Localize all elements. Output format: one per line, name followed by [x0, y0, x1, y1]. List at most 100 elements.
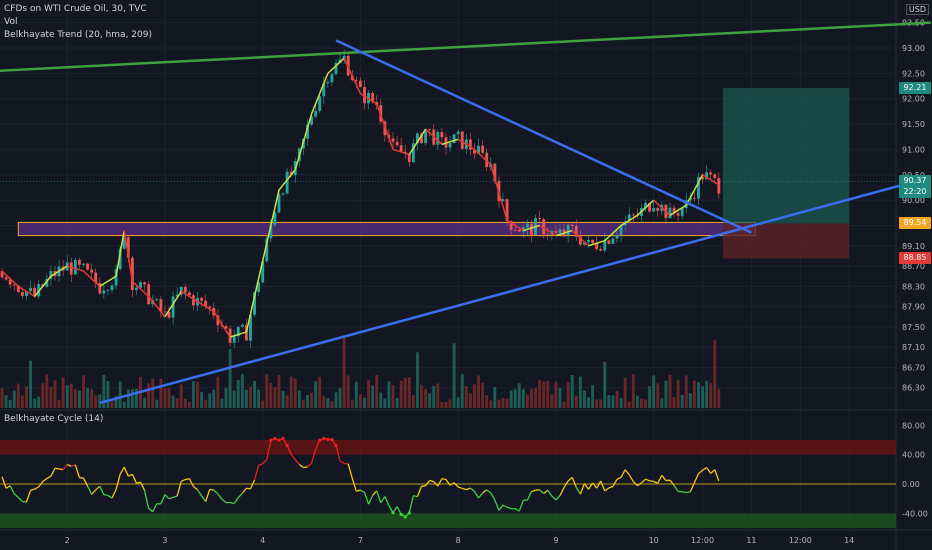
candle-body: [555, 231, 558, 233]
candle-body: [102, 290, 105, 293]
volume-bar: [172, 396, 175, 408]
candle-body: [396, 142, 399, 146]
candle-body: [318, 96, 321, 111]
volume-bar: [603, 362, 606, 408]
cycle-line-segment: [104, 495, 108, 496]
volume-bar: [54, 380, 57, 408]
volume-bar: [147, 384, 150, 408]
volume-bar: [78, 390, 81, 408]
volume-bar: [502, 398, 505, 408]
volume-bar: [351, 400, 354, 408]
volume-bar: [131, 389, 134, 408]
volume-bar: [432, 386, 435, 408]
currency-label[interactable]: USD: [906, 4, 929, 15]
candle-body: [481, 146, 484, 153]
volume-bar: [221, 399, 224, 408]
volume-bar: [379, 393, 382, 408]
candle-body: [155, 299, 158, 300]
volume-bar: [245, 390, 248, 408]
volume-bar: [298, 390, 301, 408]
candle-body: [453, 134, 456, 143]
candle-body: [669, 208, 672, 218]
candle-body: [314, 111, 317, 117]
volume-bar: [17, 384, 20, 408]
volume-bar: [689, 393, 692, 408]
volume-bar: [693, 381, 696, 408]
volume-bar: [514, 389, 517, 408]
price-tick-label: 89.10: [902, 242, 925, 251]
candle-body: [717, 178, 720, 193]
volume-bar: [428, 393, 431, 408]
candle-body: [436, 132, 439, 145]
volume-bar: [616, 391, 619, 408]
cycle-line-segment: [303, 467, 307, 468]
volume-bar: [127, 390, 130, 408]
volume-bar: [302, 400, 305, 408]
candle-body: [392, 138, 395, 141]
volume-bar: [37, 397, 40, 408]
volume-bar: [86, 388, 89, 408]
candle-body: [74, 260, 77, 274]
target-zone: [723, 88, 849, 223]
volume-bar: [74, 389, 77, 408]
volume-bar: [237, 380, 240, 408]
candle-body: [599, 249, 602, 251]
volume-bar: [5, 395, 8, 408]
volume-bar: [538, 380, 541, 408]
candle-body: [282, 193, 285, 194]
volume-bar: [314, 381, 317, 408]
volume-bar: [208, 393, 211, 408]
volume-bar: [656, 383, 659, 408]
volume-bar: [534, 388, 537, 408]
volume-bar: [640, 399, 643, 408]
volume-bar: [522, 389, 525, 408]
time-tick-label: 9: [553, 536, 558, 545]
volume-bar: [632, 374, 635, 408]
time-tick-label: 12:00: [789, 536, 812, 545]
volume-bar: [45, 374, 48, 408]
candle-body: [107, 290, 110, 291]
volume-bar: [497, 399, 500, 408]
volume-bar: [343, 337, 346, 408]
price-tick-label: 87.50: [902, 323, 925, 332]
volume-bar: [229, 349, 232, 408]
price-tick-label: 87.10: [902, 343, 925, 352]
cycle-line-segment: [59, 469, 63, 470]
candle-body: [82, 264, 85, 265]
volume-bar: [563, 402, 566, 408]
volume-bar: [200, 392, 203, 408]
volume-bar: [290, 377, 293, 408]
volume-bar: [620, 398, 623, 408]
volume-bar: [404, 378, 407, 408]
volume-bar: [612, 395, 615, 408]
price-tick-label: 87.90: [902, 303, 925, 312]
volume-bar: [119, 381, 122, 408]
candle-body: [440, 132, 443, 137]
volume-bar: [383, 399, 386, 408]
volume-bar: [388, 381, 391, 408]
volume-bar: [164, 388, 167, 408]
volume-bar: [624, 378, 627, 408]
volume-bar: [70, 384, 73, 408]
volume-bar: [188, 402, 191, 408]
volume-bar: [555, 382, 558, 408]
candle-body: [713, 174, 716, 178]
price-tick-label: 92.00: [902, 95, 925, 104]
volume-bar: [192, 381, 195, 408]
volume-bar: [241, 374, 244, 408]
volume-bar: [636, 396, 639, 408]
volume-bar: [269, 383, 272, 408]
candle-body: [184, 287, 187, 293]
volume-bar: [567, 382, 570, 408]
volume-bar: [331, 401, 334, 408]
volume-bar: [375, 375, 378, 408]
volume-bar: [526, 395, 529, 408]
time-tick-label: 7: [358, 536, 363, 545]
volume-bar: [151, 379, 154, 408]
volume-bar: [159, 379, 162, 408]
candle-body: [526, 224, 529, 228]
overbought-band: [0, 440, 896, 455]
volume-bar: [685, 375, 688, 408]
volume-bar: [310, 393, 313, 408]
